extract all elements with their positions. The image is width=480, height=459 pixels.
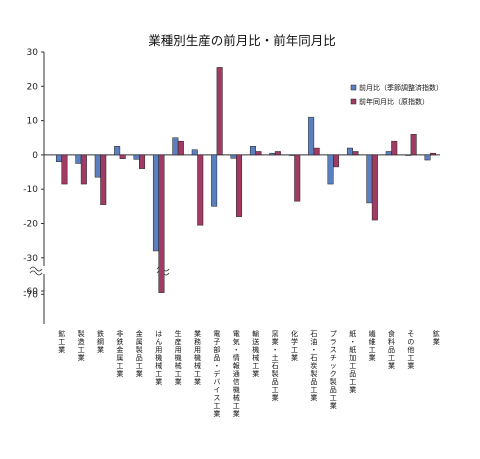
x-tick-label: 石油・石炭製品工業 xyxy=(310,330,317,402)
bar-yoy xyxy=(255,151,262,156)
bar-mom xyxy=(405,154,412,156)
bar-yoy xyxy=(410,134,417,156)
legend-swatch xyxy=(350,98,357,105)
bar-mom xyxy=(269,152,276,156)
y-tick-label: 10 xyxy=(27,117,39,127)
bar-mom xyxy=(152,154,159,252)
bar-yoy xyxy=(274,151,281,156)
bar-yoy xyxy=(371,154,378,221)
x-tick-label: 食料品工業 xyxy=(388,329,395,370)
y-tick-label: -10 xyxy=(23,185,38,195)
x-tick-label: 業務用機械工業 xyxy=(194,329,201,386)
x-tick-label: 窯業・土石製品工業 xyxy=(272,329,279,402)
bar-yoy xyxy=(430,152,437,156)
y-tick-label: 20 xyxy=(27,82,39,92)
y-tick-label: -20 xyxy=(23,220,38,230)
x-tick-label: その他工業 xyxy=(407,330,414,370)
x-tick-label: 繊維工業 xyxy=(369,329,376,362)
y-tick-label: 30 xyxy=(27,48,39,58)
bar-mom xyxy=(133,154,140,160)
legend-label: 前月比（季節調整済指数） xyxy=(359,83,443,92)
x-tick-label: はん用機械工業 xyxy=(155,330,162,386)
y-tick-label: -60 xyxy=(23,287,38,297)
bar-yoy xyxy=(197,154,204,226)
y-tick-label: -30 xyxy=(23,254,38,264)
bar-yoy xyxy=(313,147,320,156)
x-tick-label: 電気・情報通信機械工業 xyxy=(233,330,240,418)
x-tick-label: 電子部品・デバイス工業 xyxy=(213,330,220,418)
bar-mom xyxy=(172,137,179,156)
bar-mom xyxy=(211,154,218,207)
bar-yoy xyxy=(80,154,87,185)
plot-area xyxy=(55,67,437,293)
bar-mom xyxy=(94,154,101,178)
bar-yoy xyxy=(158,154,165,293)
x-tick-label: 非鉄金属工業 xyxy=(116,329,123,378)
x-axis-labels: 鉱工業 製造工業 鉄鋼業 非鉄金属工業 金属製品工業 はん用機械工業 生産用機械工業 業務用機… xyxy=(58,329,440,418)
x-tick-label: 紙・紙加工品工業 xyxy=(349,329,356,394)
bar-yoy xyxy=(100,154,107,205)
x-tick-label: 輸送機械工業 xyxy=(252,329,259,378)
bar-mom xyxy=(385,151,392,156)
bar-mom xyxy=(114,146,121,156)
bar-yoy xyxy=(216,67,223,156)
x-tick-label: 化学工業 xyxy=(291,329,298,362)
bar-yoy xyxy=(391,140,398,156)
x-tick-label: 生産用機械工業 xyxy=(175,329,182,386)
x-tick-label: 鉱業 xyxy=(433,329,440,346)
bar-mom xyxy=(249,146,256,156)
bar-mom xyxy=(308,116,315,156)
y-tick-label: 0 xyxy=(32,151,38,161)
x-tick-label: 製造工業 xyxy=(78,329,85,362)
x-tick-label: 金属製品工業 xyxy=(136,329,143,378)
legend: 前月比（季節調整済指数） 前年同月比（原指数） xyxy=(350,83,443,106)
legend-swatch xyxy=(350,84,357,91)
bar-mom xyxy=(424,154,431,161)
bar-yoy xyxy=(61,154,68,185)
bar-mom xyxy=(327,154,334,185)
bar-mom xyxy=(346,147,353,156)
bar-yoy xyxy=(139,154,146,169)
x-tick-label: プラスチック製品工業 xyxy=(330,330,337,410)
bar-mom xyxy=(288,154,295,156)
bar-yoy xyxy=(236,154,243,217)
legend-label: 前年同月比（原指数） xyxy=(359,97,429,106)
bar-mom xyxy=(191,149,198,156)
y-tick-label: -70 xyxy=(23,290,38,300)
bar-mom xyxy=(230,154,237,159)
bar-mom xyxy=(366,154,373,204)
bar-yoy xyxy=(294,154,301,202)
bar-yoy xyxy=(352,151,359,156)
bar-yoy xyxy=(333,154,340,168)
bar-mom xyxy=(75,154,82,164)
bar-mom xyxy=(55,154,62,163)
bar-yoy xyxy=(119,154,126,159)
bar-yoy xyxy=(177,140,184,156)
axis-break-mark xyxy=(29,266,47,276)
chart-title: 業種別生産の前月比・前年同月比 xyxy=(148,33,336,48)
x-tick-label: 鉄鋼業 xyxy=(97,329,104,354)
x-tick-label: 鉱工業 xyxy=(58,329,65,354)
